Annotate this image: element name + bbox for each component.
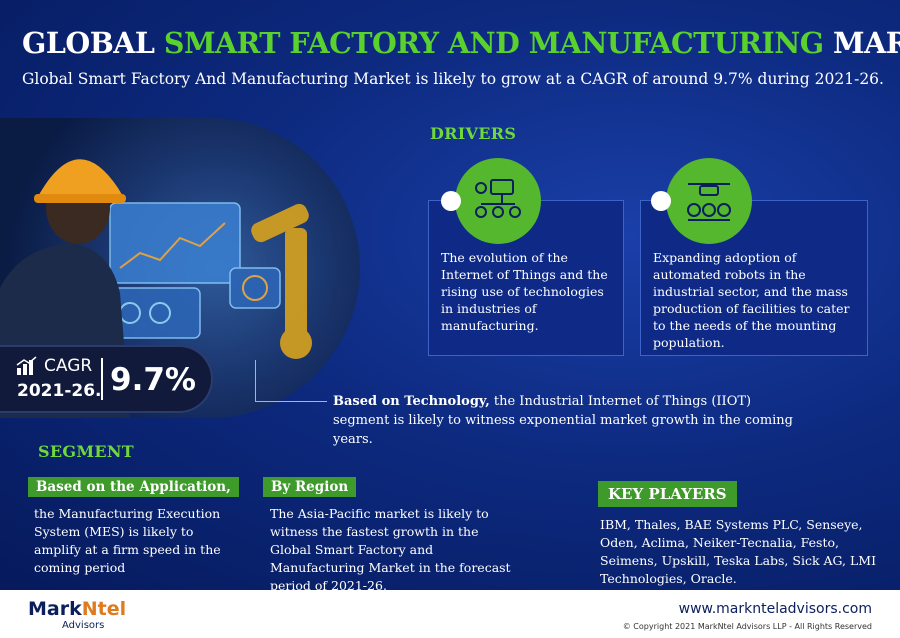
driver-dot (651, 191, 671, 211)
cagr-divider (101, 358, 103, 400)
driver-dot (441, 191, 461, 211)
technology-note: Based on Technology, the Industrial Inte… (333, 392, 793, 449)
marknteL-logo: MarkNtel (28, 598, 127, 620)
technology-lead: Based on Technology, (333, 394, 490, 409)
cagr-badge (0, 345, 213, 413)
technology-body: the Industrial Internet of Things (IIOT)… (333, 394, 793, 447)
logo-subtitle: Advisors (62, 620, 105, 631)
key-players-text: IBM, Thales, BAE Systems PLC, Senseye, O… (600, 517, 877, 586)
driver-circle-robots (666, 158, 752, 244)
iot-network-icon (475, 179, 521, 218)
infographic-banner: GLOBAL SMART FACTORY AND MANUFACTURING M… (0, 0, 900, 590)
drivers-title: DRIVERS (430, 124, 517, 143)
key-players-tag: KEY PLAYERS (598, 481, 737, 507)
cagr-value: 9.7% (110, 362, 196, 398)
bar-chart-icon (16, 356, 37, 375)
segment-title: SEGMENT (38, 442, 134, 461)
copyright-text: © Copyright 2021 MarkNtel Advisors LLP -… (622, 622, 872, 631)
connector-line (255, 360, 256, 402)
driver-circle-iot (455, 158, 541, 244)
cagr-period: 2021-26. (17, 381, 102, 401)
application-tag: Based on the Application, (28, 477, 239, 497)
region-text: The Asia-Pacific market is likely to wit… (270, 506, 511, 590)
driver-text-iot: The evolution of the Internet of Things … (441, 250, 608, 333)
page-title: GLOBAL SMART FACTORY AND MANUFACTURING M… (22, 26, 900, 60)
region-tag: By Region (263, 477, 357, 497)
page-subtitle: Global Smart Factory And Manufacturing M… (22, 70, 884, 88)
driver-text-robots: Expanding adoption of automated robots i… (653, 250, 850, 350)
application-text: the Manufacturing Execution System (MES)… (34, 506, 221, 575)
title-highlight: SMART FACTORY AND MANUFACTURING (163, 26, 824, 60)
website-url: www.marknteladvisors.com (678, 601, 872, 617)
cagr-label: CAGR (44, 356, 93, 376)
robot-drone-icon (687, 183, 731, 221)
connector-line (255, 401, 327, 402)
